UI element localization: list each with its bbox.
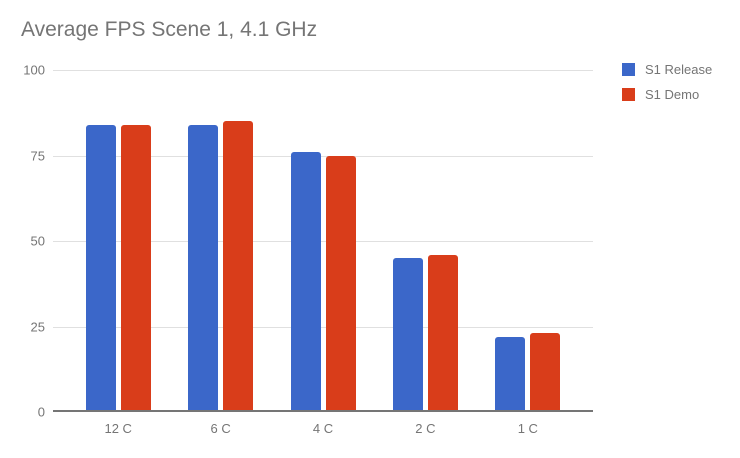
bar-group-2-c: 2 C [374, 70, 476, 436]
x-tick-label-1-c: 1 C [517, 421, 538, 436]
x-tick-label-4-c: 4 C [312, 421, 334, 436]
bar-s1-demo-6-c [223, 121, 254, 412]
bar-group-1-c: 1 C [477, 70, 579, 436]
bar-s1-release-2-c [392, 258, 423, 412]
x-tick-label-12-c: 12 C [104, 421, 132, 436]
bar-s1-release-4-c [290, 152, 321, 412]
bar-s1-release-1-c [495, 336, 526, 412]
plot-area: 12 C 6 C 4 C 2 C 1 C [53, 70, 593, 436]
bar-s1-release-12-c [85, 124, 116, 412]
bar-s1-demo-12-c [120, 124, 151, 412]
bar-s1-demo-4-c [325, 155, 356, 412]
y-tick-label-0: 0 [37, 404, 45, 420]
bar-groups: 12 C 6 C 4 C 2 C 1 C [53, 70, 593, 436]
y-tick-label-25: 25 [30, 319, 45, 334]
gridline-25 [53, 326, 593, 328]
legend-label-s1-demo: S1 Demo [645, 87, 700, 102]
x-tick-label-2-c: 2 C [415, 421, 436, 436]
bar-group-12-c: 12 C [67, 70, 169, 436]
x-tick-label-6-c: 6 C [210, 421, 231, 436]
bar-group-4-c: 4 C [272, 70, 374, 436]
legend-item-s1-demo: S1 Demo [622, 87, 712, 102]
y-axis: 0 25 50 75 100 [0, 63, 45, 420]
legend-swatch-icon-s1-release [622, 63, 635, 76]
gridline-100 [53, 70, 593, 71]
x-axis-line [53, 410, 593, 412]
y-tick-label-100: 100 [23, 62, 45, 78]
y-tick-label-50: 50 [30, 233, 45, 249]
gridline-50 [53, 241, 593, 242]
legend-item-s1-release: S1 Release [622, 62, 712, 77]
legend-label-s1-release: S1 Release [645, 62, 713, 77]
bar-s1-demo-1-c [530, 333, 561, 412]
bar-group-6-c: 6 C [169, 70, 271, 436]
bar-s1-release-6-c [188, 124, 219, 412]
gridline-75 [53, 155, 593, 157]
chart-title: Average FPS Scene 1, 4.1 GHz [21, 18, 318, 41]
legend: S1 Release S1 Demo [622, 62, 712, 102]
legend-swatch-icon-s1-demo [622, 88, 635, 101]
y-tick-label-75: 75 [30, 148, 45, 163]
bar-s1-demo-2-c [427, 254, 458, 412]
